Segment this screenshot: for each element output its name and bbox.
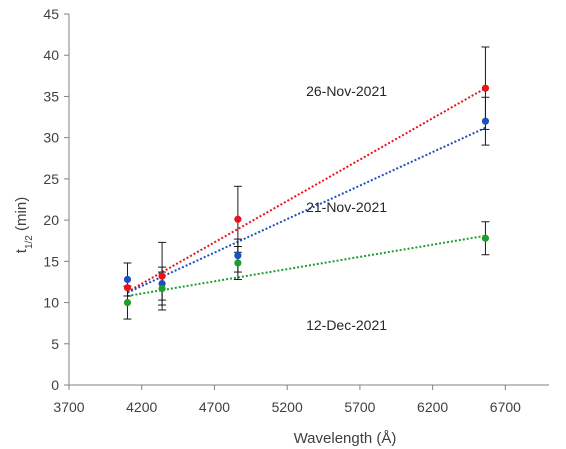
trendlines — [126, 87, 486, 297]
y-axis-title: t1/2 (min) — [13, 197, 35, 253]
data-point — [123, 298, 132, 307]
series-label: 26-Nov-2021 — [306, 83, 387, 99]
x-tick-label: 3700 — [53, 399, 84, 415]
x-tick-label: 6700 — [490, 399, 521, 415]
data-point — [123, 284, 132, 292]
y-axis-title-main: t — [13, 248, 30, 253]
y-tick-label: 5 — [51, 336, 59, 352]
data-point — [123, 275, 132, 284]
y-tick-label: 45 — [43, 6, 59, 22]
y-tick-label: 15 — [43, 253, 59, 269]
y-axis-title-subscript: 1/2 — [24, 235, 35, 249]
data-point — [234, 251, 242, 260]
series-labels: 26-Nov-2021 21-Nov-2021 12-Dec-2021 — [306, 83, 387, 333]
data-points — [123, 84, 490, 307]
data-point — [481, 117, 490, 125]
data-point — [234, 259, 242, 267]
y-tick-label: 10 — [43, 295, 59, 311]
data-point — [234, 215, 242, 223]
y-tick-label: 20 — [43, 212, 59, 228]
trendline — [126, 87, 486, 293]
series-label: 21-Nov-2021 — [306, 199, 387, 215]
x-tick-label: 5200 — [272, 399, 303, 415]
x-tick-label: 4700 — [199, 399, 230, 415]
trendline — [127, 234, 486, 297]
y-axis-title-unit: (min) — [13, 197, 30, 235]
y-tick-label: 0 — [51, 377, 59, 393]
y-tick-label: 25 — [43, 171, 59, 187]
y-tick-label: 30 — [43, 130, 59, 146]
data-point — [158, 272, 166, 280]
series-label: 12-Dec-2021 — [306, 317, 387, 333]
data-point — [158, 284, 166, 293]
data-point — [481, 234, 490, 242]
y-tick-label: 35 — [43, 88, 59, 104]
data-point — [481, 84, 490, 92]
x-ticks: 3700 4200 4700 5200 5700 6200 6700 — [53, 385, 521, 415]
y-ticks: 0 5 10 15 20 25 30 35 40 45 — [43, 6, 69, 393]
trendline — [127, 126, 486, 294]
x-tick-label: 4200 — [126, 399, 157, 415]
data-point — [158, 279, 166, 288]
y-tick-label: 40 — [43, 47, 59, 63]
x-tick-label: 5700 — [344, 399, 375, 415]
x-tick-label: 6200 — [417, 399, 448, 415]
axes — [68, 14, 549, 386]
x-axis-title: Wavelength (Å) — [294, 430, 397, 447]
